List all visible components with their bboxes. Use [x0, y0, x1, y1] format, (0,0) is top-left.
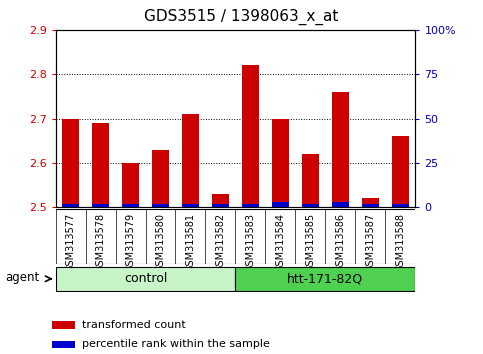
Bar: [362, 198, 379, 207]
Bar: [52, 341, 75, 348]
Bar: [392, 136, 409, 207]
Bar: [242, 65, 259, 207]
Bar: [272, 202, 289, 207]
Bar: [152, 149, 169, 207]
Bar: [182, 114, 199, 207]
Bar: [212, 194, 229, 207]
Text: GSM313577: GSM313577: [66, 213, 75, 273]
Bar: [272, 119, 289, 207]
Bar: [52, 321, 75, 329]
Bar: [392, 204, 409, 207]
Text: control: control: [124, 272, 167, 285]
Text: GSM313584: GSM313584: [275, 213, 285, 272]
Bar: [332, 92, 349, 207]
Text: GSM313578: GSM313578: [96, 213, 105, 272]
Bar: [152, 204, 169, 207]
Text: htt-171-82Q: htt-171-82Q: [287, 272, 364, 285]
Bar: [302, 204, 319, 207]
Text: GSM313587: GSM313587: [366, 213, 375, 272]
Bar: [332, 202, 349, 207]
Bar: [302, 154, 319, 207]
Bar: [122, 204, 139, 207]
Text: agent: agent: [5, 270, 39, 284]
Text: GSM313586: GSM313586: [335, 213, 345, 272]
Text: GSM313588: GSM313588: [396, 213, 405, 272]
Text: GDS3515 / 1398063_x_at: GDS3515 / 1398063_x_at: [144, 9, 339, 25]
Text: percentile rank within the sample: percentile rank within the sample: [82, 339, 270, 349]
Text: GSM313583: GSM313583: [245, 213, 256, 272]
Bar: [62, 204, 79, 207]
Text: GSM313579: GSM313579: [126, 213, 136, 272]
Bar: [242, 204, 259, 207]
Bar: [92, 204, 109, 207]
Bar: [212, 204, 229, 207]
Bar: [236, 267, 415, 291]
Bar: [62, 119, 79, 207]
Bar: [92, 123, 109, 207]
Bar: [122, 163, 139, 207]
Text: GSM313582: GSM313582: [215, 213, 226, 272]
Text: GSM313581: GSM313581: [185, 213, 196, 272]
Bar: [182, 204, 199, 207]
Text: transformed count: transformed count: [82, 320, 185, 330]
Bar: [56, 267, 236, 291]
Text: GSM313580: GSM313580: [156, 213, 166, 272]
Text: GSM313585: GSM313585: [305, 213, 315, 272]
Bar: [362, 204, 379, 207]
